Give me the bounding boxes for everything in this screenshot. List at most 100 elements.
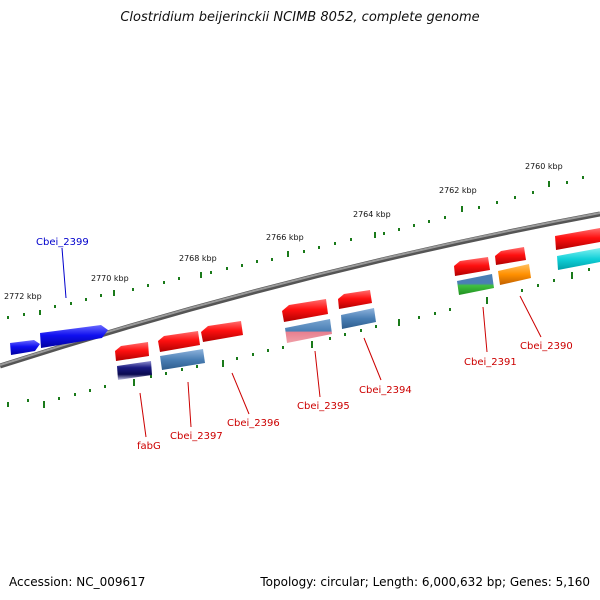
tick-mark bbox=[532, 191, 534, 194]
tick-mark bbox=[23, 313, 25, 316]
genome-stats-text: Topology: circular; Length: 6,000,632 bp… bbox=[260, 575, 590, 589]
gene-label-cbei-2399[interactable]: Cbei_2399 bbox=[36, 237, 89, 248]
tick-mark bbox=[200, 272, 202, 278]
tick-mark bbox=[374, 232, 376, 238]
gene-arrow-cbei-2394[interactable] bbox=[338, 290, 372, 309]
gene-arrow[interactable] bbox=[555, 228, 600, 250]
tick-mark bbox=[588, 268, 590, 271]
gene-arrow[interactable] bbox=[10, 340, 40, 355]
gene-arrow-cbei-2390[interactable] bbox=[495, 247, 526, 265]
tick-mark bbox=[461, 206, 463, 212]
kbp-label: 2768 kbp bbox=[179, 254, 217, 263]
tick-mark bbox=[434, 312, 436, 315]
tick-mark bbox=[70, 302, 72, 305]
tick-mark bbox=[236, 357, 238, 360]
tick-mark bbox=[334, 242, 336, 245]
tick-mark bbox=[375, 325, 377, 328]
tick-mark bbox=[104, 385, 106, 388]
forward-strand-genes bbox=[10, 228, 600, 355]
tick-mark bbox=[89, 389, 91, 392]
tick-mark bbox=[478, 206, 480, 209]
tick-mark bbox=[100, 294, 102, 297]
tick-mark bbox=[318, 246, 320, 249]
tick-mark bbox=[54, 305, 56, 308]
accession-text: Accession: NC_009617 bbox=[9, 575, 146, 589]
tick-mark bbox=[222, 360, 224, 367]
kbp-label: 2760 kbp bbox=[525, 162, 563, 171]
reverse-strand-genes bbox=[115, 247, 531, 380]
kbp-label: 2762 kbp bbox=[439, 186, 477, 195]
kbp-label: 2764 kbp bbox=[353, 210, 391, 219]
kbp-label: 2772 kbp bbox=[4, 292, 42, 301]
gene-arrow-cbei-2391-feature[interactable] bbox=[457, 274, 494, 295]
gene-arrow-cbei-2397-feature[interactable] bbox=[160, 349, 205, 370]
tick-mark bbox=[287, 251, 289, 257]
tick-mark bbox=[303, 250, 305, 253]
tick-mark bbox=[178, 277, 180, 280]
tick-mark bbox=[58, 397, 60, 400]
tick-mark bbox=[163, 281, 165, 284]
gene-arrow-cbei-2397[interactable] bbox=[158, 331, 200, 352]
tick-mark bbox=[147, 284, 149, 287]
tick-mark bbox=[582, 176, 584, 179]
leader-line-cbei-2395 bbox=[314, 350, 321, 398]
tick-mark bbox=[428, 220, 430, 223]
tick-mark bbox=[271, 258, 273, 261]
tick-mark bbox=[256, 260, 258, 263]
tick-mark bbox=[571, 272, 573, 279]
tick-mark bbox=[7, 316, 9, 319]
gene-label-cbei-2396[interactable]: Cbei_2396 bbox=[227, 418, 280, 429]
tick-mark bbox=[252, 353, 254, 356]
tick-mark bbox=[165, 372, 167, 375]
gene-arrow-cbei-2391[interactable] bbox=[454, 257, 490, 276]
kbp-label: 2770 kbp bbox=[91, 274, 129, 283]
tick-mark bbox=[413, 224, 415, 227]
tick-mark bbox=[383, 232, 385, 235]
gene-arrow-cbei-2394-feature[interactable] bbox=[341, 308, 376, 329]
tick-mark bbox=[496, 201, 498, 204]
gene-leader-lines bbox=[61, 247, 542, 438]
gene-label-cbei-2397[interactable]: Cbei_2397 bbox=[170, 431, 223, 442]
tick-mark bbox=[210, 271, 212, 274]
tick-mark bbox=[449, 308, 451, 311]
leader-line-fabg bbox=[139, 392, 147, 438]
leader-line-cbei-2397 bbox=[187, 381, 192, 428]
leader-line-cbei-2390 bbox=[519, 295, 542, 338]
gene-arrow-cbei-2390-feature[interactable] bbox=[498, 264, 531, 285]
gene-label-fabg[interactable]: fabG bbox=[137, 441, 161, 452]
tick-mark bbox=[521, 289, 523, 292]
tick-mark bbox=[329, 337, 331, 340]
genome-title: Clostridium beijerinckii NCIMB 8052, com… bbox=[120, 10, 480, 25]
gene-arrow-cbei-2395-feature[interactable] bbox=[285, 319, 332, 343]
gene-label-cbei-2391[interactable]: Cbei_2391 bbox=[464, 357, 517, 368]
gene-arrow[interactable] bbox=[557, 248, 600, 270]
tick-mark bbox=[344, 333, 346, 336]
inner-tick-track bbox=[7, 268, 590, 408]
gene-label-cbei-2395[interactable]: Cbei_2395 bbox=[297, 401, 350, 412]
tick-mark bbox=[241, 264, 243, 267]
gene-label-cbei-2394[interactable]: Cbei_2394 bbox=[359, 385, 412, 396]
tick-mark bbox=[553, 279, 555, 282]
tick-mark bbox=[226, 267, 228, 270]
tick-mark bbox=[537, 284, 539, 287]
kbp-label: 2766 kbp bbox=[266, 233, 304, 242]
tick-mark bbox=[514, 196, 516, 199]
tick-mark bbox=[113, 290, 115, 296]
leader-line-cbei-2391 bbox=[482, 306, 488, 353]
gene-arrow-fabg-feature[interactable] bbox=[117, 361, 152, 380]
gene-arrow-fabg[interactable] bbox=[115, 342, 149, 361]
tick-mark bbox=[27, 399, 29, 402]
tick-mark bbox=[311, 341, 313, 348]
tick-mark bbox=[566, 181, 568, 184]
gene-label-cbei-2390[interactable]: Cbei_2390 bbox=[520, 341, 573, 352]
tick-mark bbox=[418, 316, 420, 319]
gene-arrow-cbei-2395[interactable] bbox=[282, 299, 328, 322]
gene-arrow-cbei-2396[interactable] bbox=[201, 321, 243, 342]
leader-line-cbei-2396 bbox=[231, 372, 250, 415]
tick-mark bbox=[282, 346, 284, 349]
tick-mark bbox=[43, 401, 45, 408]
gene-arrow-cbei-2399[interactable] bbox=[40, 325, 108, 348]
tick-mark bbox=[267, 349, 269, 352]
tick-mark bbox=[398, 319, 400, 326]
